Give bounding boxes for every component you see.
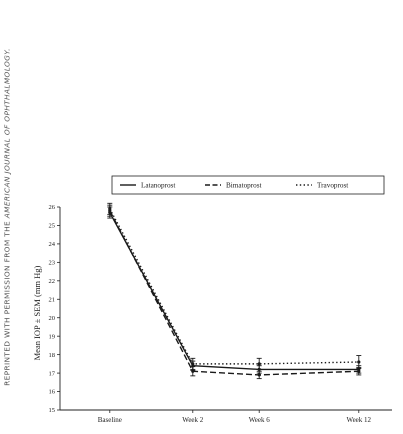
data-point xyxy=(257,362,261,366)
series-layer xyxy=(107,202,362,380)
series-latanoprost xyxy=(107,206,362,374)
y-tick-label: 20 xyxy=(49,315,56,322)
y-tick-label: 26 xyxy=(49,204,56,211)
series-travoprost xyxy=(107,202,362,370)
data-point xyxy=(357,369,361,373)
legend-label: Latanoprost xyxy=(141,182,175,190)
legend: Latanoprost Bimatoprost Travoprost xyxy=(111,175,385,195)
y-axis-title: Mean IOP ± SEM (mm Hg) xyxy=(32,265,42,360)
y-tick-label: 15 xyxy=(49,407,56,414)
data-point xyxy=(257,373,261,377)
series-line xyxy=(109,210,359,376)
y-tick-label: 19 xyxy=(49,333,56,340)
y-tick-label: 16 xyxy=(49,389,56,396)
y-tick-label: 18 xyxy=(49,352,56,359)
y-tick-label: 21 xyxy=(49,296,56,303)
y-tick-label: 25 xyxy=(49,223,56,230)
data-point xyxy=(191,362,195,366)
legend-box xyxy=(111,175,385,195)
x-tick-label: Week 6 xyxy=(249,416,271,424)
legend-label: Bimatoprost xyxy=(226,182,262,190)
y-tick-label: 17 xyxy=(49,370,56,377)
data-point xyxy=(108,207,112,211)
data-point xyxy=(357,360,361,364)
data-point xyxy=(191,369,195,373)
series-line xyxy=(109,208,359,365)
x-tick-label: Baseline xyxy=(98,416,122,424)
x-tick-label: Week 12 xyxy=(347,416,372,424)
series-bimatoprost xyxy=(107,204,362,380)
y-tick-label: 24 xyxy=(49,241,56,248)
axes: 15 16 17 18 19 20 21 22 23 24 25 26 Baseline Week 2 We… xyxy=(49,204,392,424)
series-line xyxy=(109,212,359,371)
x-tick-label: Week 2 xyxy=(182,416,204,424)
y-tick-label: 22 xyxy=(49,278,56,285)
y-tick-label: 23 xyxy=(49,260,56,267)
legend-label: Travoprost xyxy=(317,182,348,190)
